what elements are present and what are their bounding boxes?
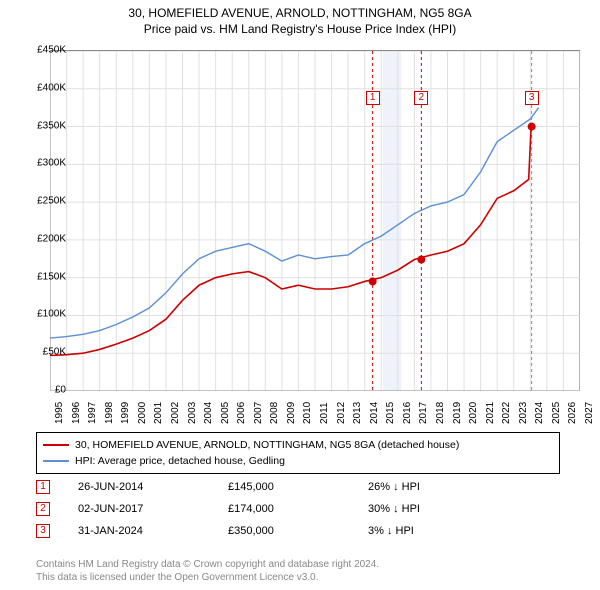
ytick-label: £350K [37,120,66,131]
ytick-label: £150K [37,271,66,282]
xtick-label: 1999 [120,402,131,424]
xtick-label: 2003 [187,402,198,424]
sale-date: 02-JUN-2017 [78,503,228,515]
xtick-label: 2023 [518,402,529,424]
xtick-label: 2020 [468,402,479,424]
xtick-label: 2022 [501,402,512,424]
sales-table: 1 26-JUN-2014 £145,000 26% ↓ HPI 2 02-JU… [36,476,560,542]
ytick-label: £400K [37,82,66,93]
footer-line: This data is licensed under the Open Gov… [36,571,560,584]
sale-marker-box: 1 [366,91,380,105]
sale-marker-icon: 3 [36,524,50,538]
sale-marker-box: 2 [414,91,428,105]
sale-marker-icon: 2 [36,502,50,516]
table-row: 3 31-JAN-2024 £350,000 3% ↓ HPI [36,520,560,542]
table-row: 2 02-JUN-2017 £174,000 30% ↓ HPI [36,498,560,520]
ytick-label: £200K [37,233,66,244]
ytick-label: £300K [37,158,66,169]
xtick-label: 2024 [534,402,545,424]
footer: Contains HM Land Registry data © Crown c… [36,558,560,584]
sale-diff: 3% ↓ HPI [368,525,508,537]
sale-marker-icon: 1 [36,480,50,494]
xtick-label: 2009 [286,402,297,424]
ytick-label: £0 [55,385,66,396]
legend-label: 30, HOMEFIELD AVENUE, ARNOLD, NOTTINGHAM… [75,439,459,451]
xtick-label: 2007 [253,402,264,424]
footer-line: Contains HM Land Registry data © Crown c… [36,558,560,571]
sale-diff: 30% ↓ HPI [368,503,508,515]
title-main: 30, HOMEFIELD AVENUE, ARNOLD, NOTTINGHAM… [0,6,600,20]
titles: 30, HOMEFIELD AVENUE, ARNOLD, NOTTINGHAM… [0,0,600,36]
xtick-label: 2010 [302,402,313,424]
xtick-label: 1996 [71,402,82,424]
sale-date: 31-JAN-2024 [78,525,228,537]
xtick-label: 2026 [567,402,578,424]
xtick-label: 2004 [203,402,214,424]
title-sub: Price paid vs. HM Land Registry's House … [0,22,600,36]
xtick-label: 2014 [369,402,380,424]
xtick-label: 2013 [352,402,363,424]
xtick-label: 1998 [104,402,115,424]
xtick-label: 2001 [153,402,164,424]
xtick-label: 2006 [236,402,247,424]
ytick-label: £450K [37,45,66,56]
xtick-label: 2018 [435,402,446,424]
legend-swatch [43,460,69,462]
xtick-label: 2008 [269,402,280,424]
chart-container: 30, HOMEFIELD AVENUE, ARNOLD, NOTTINGHAM… [0,0,600,590]
xtick-label: 2017 [418,402,429,424]
legend-item: HPI: Average price, detached house, Gedl… [43,453,553,469]
ytick-label: £250K [37,196,66,207]
xtick-label: 2015 [385,402,396,424]
xtick-label: 2021 [485,402,496,424]
ytick-label: £50K [43,347,66,358]
xtick-label: 2000 [137,402,148,424]
xtick-label: 2019 [452,402,463,424]
legend-swatch [43,444,69,446]
xtick-label: 1997 [87,402,98,424]
sale-price: £350,000 [228,525,368,537]
xtick-label: 2012 [336,402,347,424]
sale-diff: 26% ↓ HPI [368,481,508,493]
sale-price: £174,000 [228,503,368,515]
chart-plot-area [50,50,580,390]
ytick-label: £100K [37,309,66,320]
table-row: 1 26-JUN-2014 £145,000 26% ↓ HPI [36,476,560,498]
sale-marker-box: 3 [525,91,539,105]
legend-item: 30, HOMEFIELD AVENUE, ARNOLD, NOTTINGHAM… [43,437,553,453]
xtick-label: 2011 [319,402,330,424]
chart-svg [50,51,580,391]
xtick-label: 2016 [402,402,413,424]
xtick-label: 2005 [220,402,231,424]
sale-date: 26-JUN-2014 [78,481,228,493]
xtick-label: 2025 [551,402,562,424]
legend: 30, HOMEFIELD AVENUE, ARNOLD, NOTTINGHAM… [36,432,560,474]
xtick-label: 1995 [54,402,65,424]
xtick-label: 2027 [584,402,595,424]
xtick-label: 2002 [170,402,181,424]
sale-price: £145,000 [228,481,368,493]
legend-label: HPI: Average price, detached house, Gedl… [75,455,285,467]
